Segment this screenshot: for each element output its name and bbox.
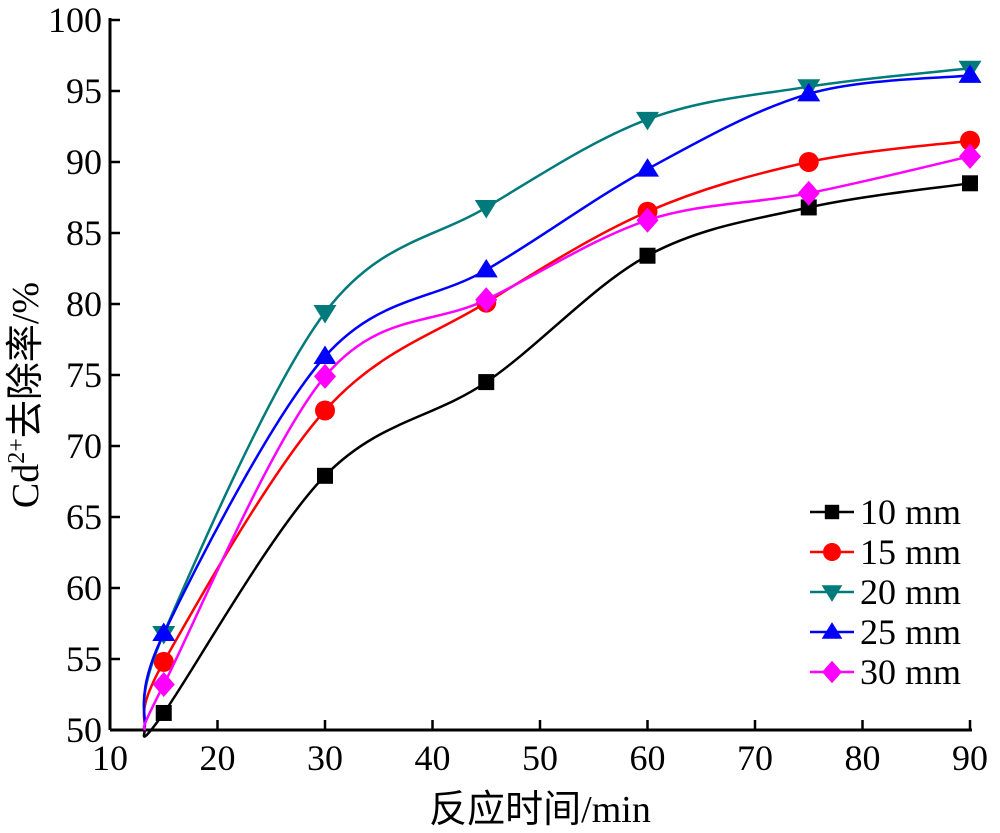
y-tick-label: 55 — [66, 639, 102, 679]
series-marker — [797, 82, 821, 102]
series-marker — [639, 247, 656, 264]
series-layer — [142, 60, 982, 738]
series-marker — [315, 400, 335, 421]
series-marker — [636, 158, 659, 177]
series-marker — [314, 363, 336, 389]
x-tick-label: 80 — [845, 738, 881, 778]
legend-item: 20 mm — [810, 572, 961, 612]
y-axis-title-main: Cd — [5, 464, 47, 508]
y-tick-label: 65 — [66, 497, 102, 537]
legend-label: 15 mm — [860, 532, 961, 572]
series-marker — [823, 543, 841, 561]
series-marker — [155, 704, 172, 721]
x-axis-title: 反应时间/min — [429, 789, 651, 831]
y-tick-label: 50 — [66, 710, 102, 750]
series-marker — [636, 111, 659, 131]
series-10-mm — [142, 175, 978, 738]
series-marker — [958, 64, 982, 83]
series-marker — [797, 180, 820, 206]
series-marker — [153, 651, 174, 672]
series-marker — [478, 374, 495, 391]
series-marker — [152, 622, 176, 641]
series-line — [142, 155, 971, 731]
x-tick-label: 60 — [630, 738, 666, 778]
series-line — [142, 67, 971, 731]
y-tick-label: 60 — [66, 568, 102, 608]
series-20-mm — [142, 60, 982, 731]
legend-item: 25 mm — [810, 612, 961, 652]
legend-label: 10 mm — [860, 492, 961, 532]
series-marker — [824, 504, 840, 520]
series-25-mm — [142, 64, 982, 731]
series-marker — [475, 287, 498, 313]
x-tick-label: 30 — [307, 738, 343, 778]
series-marker — [821, 585, 843, 602]
y-tick-label: 70 — [66, 426, 102, 466]
series-marker — [962, 175, 978, 192]
series-marker — [821, 622, 843, 639]
series-marker — [317, 467, 333, 484]
legend-item: 30 mm — [810, 652, 961, 692]
legend-label: 20 mm — [860, 572, 961, 612]
series-30-mm — [142, 143, 981, 731]
series-marker — [800, 199, 817, 216]
y-tick-label: 80 — [66, 284, 102, 324]
x-tick-label: 70 — [737, 738, 773, 778]
series-marker — [474, 199, 498, 219]
series-marker — [960, 130, 980, 151]
y-tick-label: 95 — [66, 71, 102, 111]
legend-label: 25 mm — [860, 612, 961, 652]
axes: 10 20 30 40 50 60 70 80 90 50 55 60 65 70 75 80 85 90 95 10… — [48, 0, 988, 778]
legend-item: 10 mm — [810, 492, 961, 532]
x-tick-label: 90 — [952, 738, 988, 778]
y-tick-label: 85 — [66, 213, 102, 253]
y-tick-label: 75 — [66, 355, 102, 395]
series-marker — [313, 345, 337, 365]
y-axis-title-sup: 2+ — [4, 438, 30, 464]
x-tick-label: 50 — [522, 738, 558, 778]
series-marker — [313, 305, 337, 324]
y-axis-title-rest: 去除率/% — [5, 282, 47, 438]
series-marker — [152, 672, 175, 698]
series-marker — [959, 143, 981, 169]
y-tick-label: 100 — [48, 0, 102, 40]
series-line — [142, 182, 971, 738]
x-tick-label: 10 — [92, 738, 128, 778]
x-tick-label: 20 — [200, 738, 236, 778]
series-marker — [636, 207, 659, 233]
y-axis-title: Cd2+去除率/% — [4, 282, 47, 508]
series-marker — [474, 258, 498, 278]
series-marker — [822, 660, 842, 684]
series-marker — [798, 152, 819, 172]
legend-label: 30 mm — [860, 652, 961, 692]
y-tick-label: 90 — [66, 142, 102, 182]
series-line — [142, 139, 971, 731]
legend-item: 15 mm — [810, 532, 961, 572]
x-tick-label: 40 — [415, 738, 451, 778]
